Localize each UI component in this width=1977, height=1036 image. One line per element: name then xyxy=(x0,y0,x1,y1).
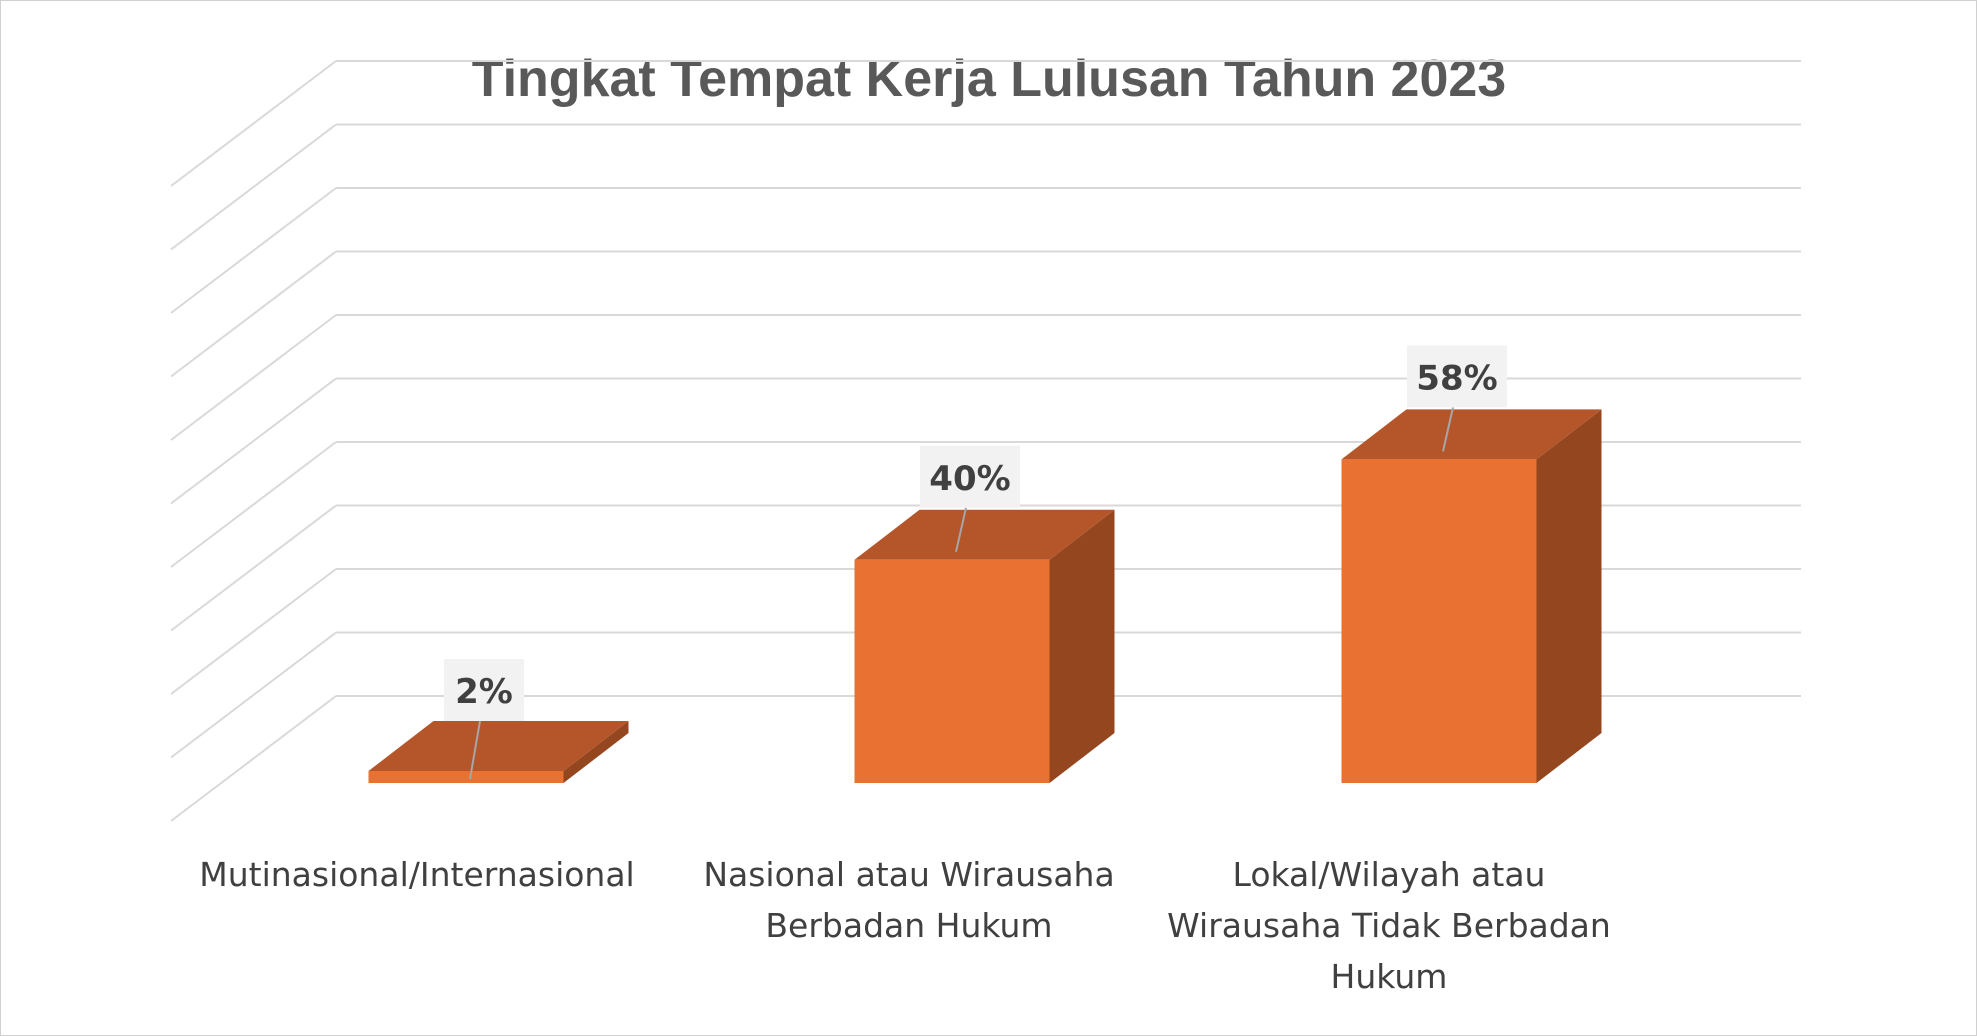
bar-top xyxy=(1341,409,1602,460)
data-label: 58% xyxy=(1416,358,1497,398)
data-label-box xyxy=(1407,345,1507,408)
bar-top xyxy=(854,509,1115,560)
gridline-side xyxy=(170,123,337,251)
bar-front xyxy=(1341,459,1537,783)
category-label-line: Wirausaha Tidak Berbadan xyxy=(1167,906,1611,945)
labels-layer: 2% 40% 58% xyxy=(444,345,1507,780)
category-label: Lokal/Wilayah atau Wirausaha Tidak Berbad… xyxy=(1167,855,1611,996)
data-label-leader xyxy=(1442,407,1454,452)
bar-1 xyxy=(368,721,629,783)
category-label: Mutinasional/Internasional xyxy=(199,855,634,894)
gridline-side xyxy=(170,60,337,187)
data-label-leader xyxy=(955,507,967,553)
category-labels: Mutinasional/Internasional Nasional atau … xyxy=(199,855,1611,996)
data-label: 2% xyxy=(455,672,513,712)
category-label-line: Mutinasional/Internasional xyxy=(199,855,634,894)
bar-front xyxy=(368,771,564,783)
category-label-line: Hukum xyxy=(1331,957,1448,996)
bar-top xyxy=(368,721,629,771)
gridline-side xyxy=(170,187,337,314)
data-label-box xyxy=(920,445,1020,508)
data-label-box xyxy=(444,659,524,721)
gridline-side xyxy=(170,695,337,822)
gridline-side xyxy=(170,631,337,759)
bar-2 xyxy=(854,509,1115,783)
bar-3 xyxy=(1341,409,1602,783)
bars-layer xyxy=(368,409,1602,783)
category-label-line: Nasional atau Wirausaha xyxy=(703,855,1114,894)
gridline-side xyxy=(170,504,337,632)
gridline-side xyxy=(170,250,337,378)
bar-front xyxy=(854,559,1050,783)
gridline-side xyxy=(170,441,337,568)
bar-side xyxy=(563,721,629,783)
data-label-leader xyxy=(469,720,481,780)
gridline-side xyxy=(170,377,337,505)
category-label-line: Lokal/Wilayah atau xyxy=(1233,855,1546,894)
data-label: 40% xyxy=(929,459,1010,499)
category-label-line: Berbadan Hukum xyxy=(765,906,1052,945)
bar-side xyxy=(1049,509,1115,783)
chart-title: Tingkat Tempat Kerja Lulusan Tahun 2023 xyxy=(472,50,1506,108)
gridline-side xyxy=(170,314,337,441)
gridline-side xyxy=(170,568,337,695)
bar-side xyxy=(1536,409,1602,783)
category-label: Nasional atau Wirausaha Berbadan Hukum xyxy=(703,855,1114,945)
